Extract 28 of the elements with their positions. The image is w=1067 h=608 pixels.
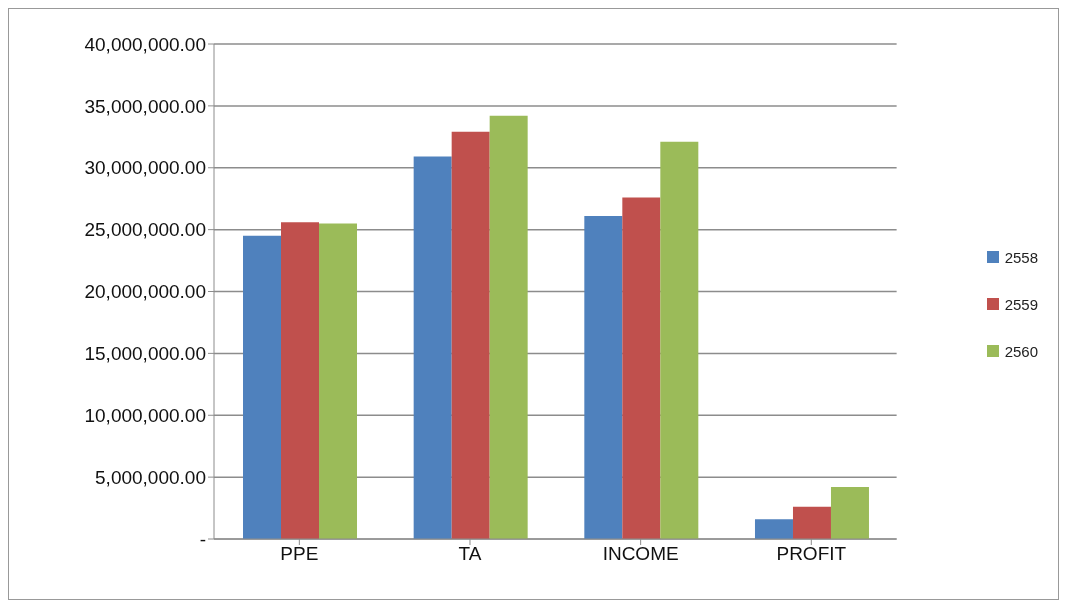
legend-label: 2560 [1004, 342, 1038, 360]
bar [489, 115, 528, 539]
legend-label: 2558 [1004, 248, 1038, 266]
bar [622, 197, 661, 539]
y-tick-label: 25,000,000.00 [84, 219, 206, 241]
bar [660, 141, 699, 539]
legend-label: 2559 [1004, 295, 1038, 313]
bar [584, 216, 623, 539]
x-tick-label: PPE [280, 543, 319, 565]
y-tick-label: 30,000,000.00 [84, 157, 206, 179]
bar [413, 156, 452, 539]
bar [754, 519, 793, 539]
bar [319, 223, 358, 539]
bar [792, 506, 831, 539]
y-tick-label: 10,000,000.00 [84, 404, 206, 426]
bar [451, 131, 490, 539]
bar [243, 235, 282, 539]
x-tick-label: PROFIT [776, 543, 847, 565]
x-tick-label: TA [458, 543, 482, 565]
bar [830, 487, 869, 539]
x-tick-label: INCOME [602, 543, 679, 565]
y-tick-label: 15,000,000.00 [84, 343, 206, 365]
y-tick-label: 35,000,000.00 [84, 95, 206, 117]
bar [281, 222, 320, 539]
y-tick-label: 20,000,000.00 [84, 281, 206, 303]
y-tick-label: 40,000,000.00 [84, 33, 206, 55]
y-tick-label: - [199, 528, 206, 550]
y-tick-label: 5,000,000.00 [95, 466, 206, 488]
